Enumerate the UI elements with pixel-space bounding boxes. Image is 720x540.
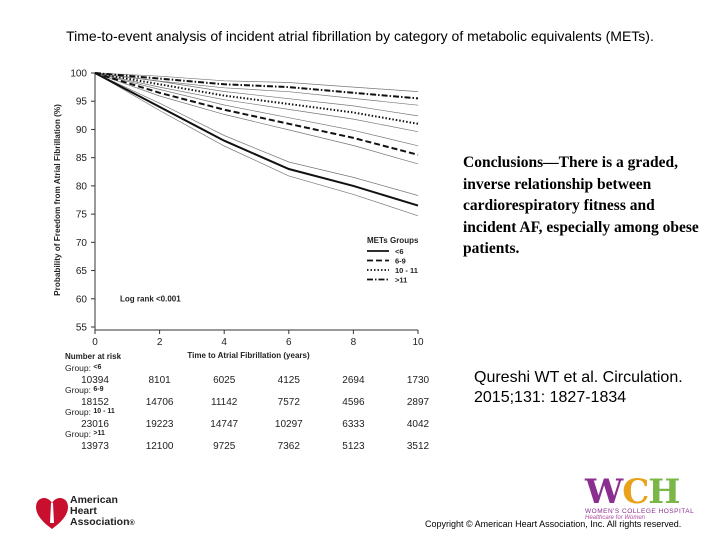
ci-lower-1 — [94, 72, 419, 165]
risk-group-label: Group: 6-9 — [65, 385, 104, 395]
citation-text: Qureshi WT et al. Circulation. 2015;131:… — [474, 369, 683, 406]
ci-lower-0 — [94, 72, 419, 217]
ci-upper-3 — [94, 72, 419, 92]
y-tick-label: 80 — [76, 181, 88, 192]
legend-title: METs Groups — [367, 236, 419, 245]
series-line-1 — [94, 72, 419, 156]
copyright-text: Copyright © American Heart Association, … — [425, 519, 682, 529]
risk-value: 12100 — [146, 441, 174, 452]
x-tick-label: 6 — [286, 337, 292, 348]
km-chart: 55 60 65 70 75 80 85 90 95 100 0 2 4 6 8 10 Probability … — [53, 69, 430, 453]
ci-upper-2 — [94, 72, 419, 117]
risk-group-label: Group: <6 — [65, 363, 101, 373]
risk-value: 14747 — [210, 419, 238, 430]
wch-logo: WCH WOMEN'S COLLEGE HOSPITAL Healthcare … — [585, 472, 695, 521]
series-line-3 — [94, 72, 419, 100]
y-tick-label: 65 — [76, 266, 88, 277]
y-tick-label: 90 — [76, 125, 88, 136]
x-tick-label: 0 — [92, 337, 98, 348]
risk-value: 7572 — [278, 397, 301, 408]
logrank-annotation: Log rank <0.001 — [120, 295, 181, 304]
risk-value: 6025 — [213, 375, 236, 386]
risk-value: 10394 — [81, 375, 109, 386]
series-line-0 — [94, 72, 419, 207]
risk-value: 7362 — [278, 441, 301, 452]
risk-value: 4596 — [342, 397, 365, 408]
ci-upper-0 — [94, 72, 419, 196]
legend-label: <6 — [395, 247, 404, 256]
y-tick-label: 95 — [76, 97, 88, 108]
ci-lower-3 — [94, 72, 419, 106]
risk-group-label: Group: >11 — [65, 429, 105, 439]
ci-lower-2 — [94, 72, 419, 133]
y-tick-label: 75 — [76, 210, 88, 221]
risk-value: 2897 — [407, 397, 430, 408]
ci-upper-1 — [94, 72, 419, 147]
aha-line-2: Heart — [70, 505, 97, 517]
slide-title: Time-to-event analysis of incident atria… — [66, 28, 654, 44]
y-tick-label: 85 — [76, 153, 88, 164]
risk-value: 4125 — [278, 375, 301, 386]
risk-value: 4042 — [407, 419, 430, 430]
risk-group-label: Group: 10 - 11 — [65, 407, 115, 417]
risk-value: 13973 — [81, 441, 109, 452]
y-axis-label: Probability of Freedom from Atrial Fibri… — [53, 104, 62, 296]
risk-table-header: Number at risk — [65, 352, 122, 361]
risk-value: 9725 — [213, 441, 236, 452]
aha-line-3: Association® — [70, 516, 135, 528]
y-tick-label: 100 — [70, 69, 87, 80]
chart-series — [94, 72, 419, 217]
y-tick-label: 70 — [76, 238, 88, 249]
wch-tagline: Healthcare for Women — [585, 515, 646, 521]
x-tick-label: 4 — [221, 337, 227, 348]
risk-value: 6333 — [342, 419, 365, 430]
risk-value: 19223 — [146, 419, 174, 430]
aha-wordmark: American Heart Association® — [70, 495, 135, 529]
legend-label: >11 — [395, 276, 407, 285]
aha-heart-torch-icon — [36, 498, 68, 529]
risk-value: 11142 — [211, 397, 238, 408]
risk-value: 14706 — [146, 397, 174, 408]
risk-value: 23016 — [81, 419, 109, 430]
chart-axes: 55 60 65 70 75 80 85 90 95 100 0 2 4 6 8 10 Probability … — [53, 69, 424, 361]
y-tick-label: 55 — [76, 323, 88, 334]
x-tick-label: 10 — [412, 337, 424, 348]
x-axis-label: Time to Atrial Fibrillation (years) — [187, 351, 310, 360]
chart-legend: METs Groups <66-910 - 11>11 — [367, 236, 419, 285]
risk-value: 8101 — [148, 375, 171, 386]
x-tick-label: 2 — [157, 337, 163, 348]
risk-table: Number at risk Group: <6 10394 8101 6025 4125… — [65, 352, 430, 452]
risk-value: 5123 — [342, 441, 365, 452]
y-tick-label: 60 — [76, 294, 88, 305]
aha-line-1: American — [70, 494, 118, 506]
wch-subtitle: WOMEN'S COLLEGE HOSPITAL — [585, 508, 695, 515]
risk-value: 3512 — [407, 441, 430, 452]
x-tick-label: 8 — [351, 337, 357, 348]
risk-value: 2694 — [342, 375, 365, 386]
risk-value: 18152 — [81, 397, 109, 408]
legend-label: 6-9 — [395, 257, 406, 266]
risk-value: 1730 — [407, 375, 430, 386]
risk-value: 10297 — [275, 419, 303, 430]
conclusions-text: Conclusions—There is a graded, inverse r… — [463, 154, 699, 257]
legend-label: 10 - 11 — [395, 266, 418, 275]
